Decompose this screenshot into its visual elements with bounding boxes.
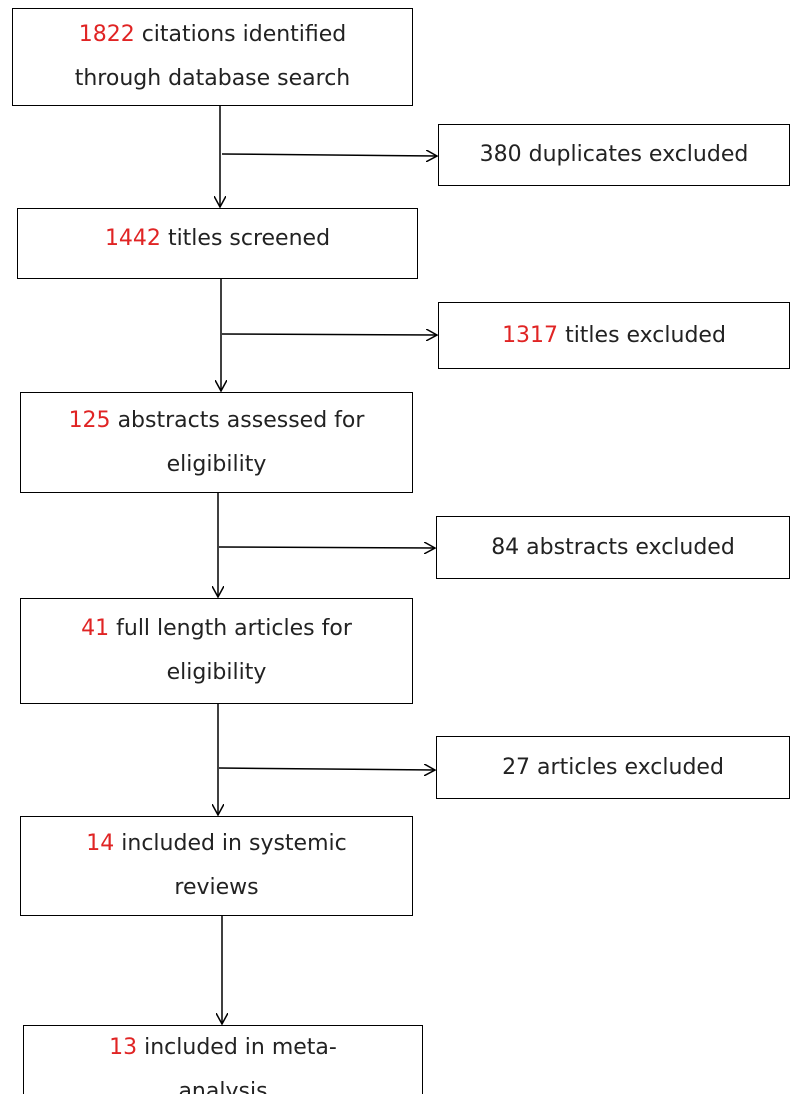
- step-box: 41 full length articles for eligibility: [20, 598, 413, 704]
- label: analysis: [178, 1079, 268, 1094]
- label: included in meta-: [144, 1035, 337, 1060]
- count: 1822: [78, 22, 135, 47]
- label: titles screened: [167, 226, 331, 251]
- count: 1442: [104, 226, 161, 251]
- label: abstracts assessed for: [117, 407, 365, 433]
- count: 13: [109, 1035, 138, 1060]
- label: eligibility: [166, 660, 267, 685]
- label: full length articles for: [116, 616, 352, 641]
- step-box: 125 abstracts assessed for eligibility: [20, 392, 413, 493]
- arrow: [218, 547, 435, 548]
- box-line: 1822 citations identified: [79, 13, 347, 57]
- step-box: 1442 titles screened: [17, 208, 418, 279]
- label: 84 abstracts excluded: [491, 534, 735, 560]
- label: titles excluded: [565, 322, 726, 348]
- label: eligibility: [166, 451, 267, 477]
- count: 14: [86, 831, 115, 856]
- box-line: 14 included in systemic: [86, 822, 346, 866]
- label: 380 duplicates excluded: [479, 142, 749, 167]
- step-box: 13 included in meta- analysis: [23, 1025, 423, 1094]
- box-line: 125 abstracts assessed for: [69, 399, 365, 443]
- count: 1317: [502, 322, 559, 348]
- box-line: 1442 titles screened: [105, 217, 330, 261]
- label: 27 articles excluded: [502, 754, 724, 780]
- label: citations identified: [141, 22, 347, 47]
- arrow: [221, 154, 437, 156]
- step-box: 14 included in systemic reviews: [20, 816, 413, 916]
- arrow: [221, 334, 437, 335]
- label: through database search: [74, 66, 351, 91]
- count: 125: [68, 407, 111, 433]
- label: included in systemic: [121, 831, 347, 856]
- box-line: 13 included in meta-: [109, 1026, 337, 1070]
- exclusion-box: 27 articles excluded: [436, 736, 790, 799]
- count: 41: [81, 616, 110, 641]
- exclusion-box: 84 abstracts excluded: [436, 516, 790, 579]
- arrow: [218, 768, 435, 770]
- exclusion-box: 1317 titles excluded: [438, 302, 790, 369]
- exclusion-box: 380 duplicates excluded: [438, 124, 790, 186]
- box-line: 1317 titles excluded: [502, 314, 726, 358]
- step-box: 1822 citations identified through databa…: [12, 8, 413, 106]
- box-line: 41 full length articles for: [81, 607, 352, 651]
- label: reviews: [174, 875, 259, 900]
